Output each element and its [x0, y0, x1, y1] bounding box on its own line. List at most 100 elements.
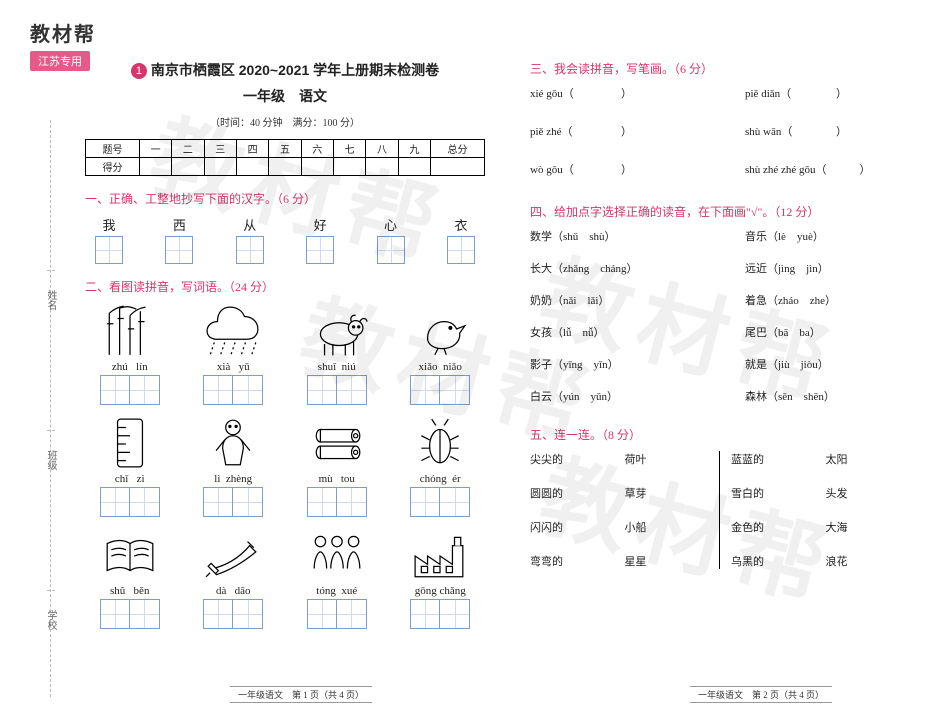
score-cell: [269, 158, 301, 176]
score-head-label: 题号: [86, 140, 140, 158]
q2-pinyin: dà dāo: [216, 585, 251, 597]
q5-title: 五、连一连。（8 分）: [530, 426, 920, 443]
q2-item: tóng xué: [292, 527, 382, 629]
score-col: 总分: [431, 140, 485, 158]
score-col: 六: [301, 140, 333, 158]
writing-grid-pair: [307, 487, 367, 517]
q3-item: piě diǎn（ ）: [745, 85, 920, 101]
q2-pinyin: chóng ér: [420, 473, 461, 485]
score-col: 七: [333, 140, 365, 158]
brand-title: 教材帮: [30, 18, 96, 47]
page-1: 1南京市栖霞区 2020~2021 学年上册期末检测卷 一年级 语文 （时间：4…: [85, 60, 485, 680]
q4-item: 女孩（lǚ nǚ）: [530, 324, 705, 340]
score-cell: [236, 158, 268, 176]
q1-title: 一、正确、工整地抄写下面的汉字。（6 分）: [85, 190, 485, 207]
q2-pinyin: shuǐ niú: [318, 361, 356, 373]
q5-divider: [719, 451, 731, 569]
q2-item: dà dāo: [189, 527, 279, 629]
q2-pinyin: zhú lín: [112, 361, 148, 373]
bamboo-icon: [95, 303, 165, 359]
q4-item: 数学（shǔ shù）: [530, 228, 705, 244]
writing-grid-pair: [410, 599, 470, 629]
writing-grid: [236, 236, 264, 264]
q4-item: 音乐（lè yuè）: [745, 228, 920, 244]
writing-grid: [95, 236, 123, 264]
score-cell: [204, 158, 236, 176]
writing-grid-pair: [100, 375, 160, 405]
score-cell: [301, 158, 333, 176]
q1-char-label: 心: [384, 215, 397, 234]
score-cell: [431, 158, 485, 176]
q3-item: shù zhé zhé gōu（ ）: [745, 161, 920, 177]
q5-word: 雪白的: [731, 485, 826, 501]
footer-page-1: 一年级语文 第 1 页（共 4 页）: [230, 686, 372, 703]
score-col: 四: [236, 140, 268, 158]
q1-char-label: 西: [173, 215, 186, 234]
binding-margin: 姓名班级学校: [50, 120, 80, 697]
writing-grid-pair: [100, 599, 160, 629]
q2-pinyin: shū běn: [110, 585, 149, 597]
writing-grid: [447, 236, 475, 264]
q2-pinyin: gōng chǎng: [415, 585, 466, 597]
bird-icon: [405, 303, 475, 359]
writing-grid: [377, 236, 405, 264]
logs-icon: [302, 415, 372, 471]
q1-char: 好: [306, 215, 334, 264]
brand-tag: 江苏专用: [30, 51, 90, 71]
ruler-icon: [95, 415, 165, 471]
score-col: 三: [204, 140, 236, 158]
q3-item: xié gōu（ ）: [530, 85, 705, 101]
footer-page-2: 一年级语文 第 2 页（共 4 页）: [690, 686, 832, 703]
q5-word: 尖尖的: [530, 451, 625, 467]
writing-grid-pair: [203, 375, 263, 405]
q5-word: 圆圆的: [530, 485, 625, 501]
score-col: 一: [139, 140, 171, 158]
q3-item: wò gōu（ ）: [530, 161, 705, 177]
q3-grid: xié gōu（ ）piě diǎn（ ）piě zhé（ ）shù wān（ …: [530, 85, 920, 177]
q3-title: 三、我会读拼音，写笔画。（6 分）: [530, 60, 920, 77]
q1-char: 心: [377, 215, 405, 264]
kids-icon: [302, 527, 372, 583]
score-col: 八: [366, 140, 398, 158]
q2-item: shuǐ niú: [292, 303, 382, 405]
q5-word: 草芽: [625, 485, 720, 501]
writing-grid-pair: [203, 599, 263, 629]
book-icon: [95, 527, 165, 583]
q1-hanzi-row: 我西从好心衣: [85, 215, 485, 264]
q2-item: mù tou: [292, 415, 382, 517]
score-table: 题号一二三四五六七八九总分 得分: [85, 139, 485, 176]
q4-item: 影子（yīng yǐn）: [530, 356, 705, 372]
q1-char: 我: [95, 215, 123, 264]
q5-word: 乌黑的: [731, 553, 826, 569]
q4-item: 着急（zháo zhe）: [745, 292, 920, 308]
q2-pinyin: chǐ zi: [115, 473, 145, 485]
q2-title: 二、看图读拼音，写词语。（24 分）: [85, 278, 485, 295]
score-cell: [366, 158, 398, 176]
q5-word: 头发: [826, 485, 921, 501]
q4-item: 长大（zhǎng cháng）: [530, 260, 705, 276]
exam-meta: （时间：40 分钟 满分：100 分）: [85, 114, 485, 129]
q3-item: shù wān（ ）: [745, 123, 920, 139]
q4-grid: 数学（shǔ shù）音乐（lè yuè）长大（zhǎng cháng）远近（j…: [530, 228, 920, 404]
side-label: 班级: [43, 450, 58, 470]
score-cell: [333, 158, 365, 176]
q2-item: gōng chǎng: [396, 527, 486, 629]
writing-grid-pair: [410, 487, 470, 517]
cow-icon: [302, 303, 372, 359]
score-cell: [398, 158, 430, 176]
q2-pinyin: xiǎo niǎo: [419, 361, 462, 373]
q2-item: xiǎo niǎo: [396, 303, 486, 405]
q5-word: 太阳: [826, 451, 921, 467]
q4-title: 四、给加点字选择正确的读音，在下面画"√"。（12 分）: [530, 203, 920, 220]
writing-grid-pair: [410, 375, 470, 405]
q1-char-label: 我: [102, 215, 115, 234]
q5-word: 闪闪的: [530, 519, 625, 535]
score-cell: [172, 158, 204, 176]
q4-item: 白云（yún yǔn）: [530, 388, 705, 404]
writing-grid-pair: [307, 375, 367, 405]
q5-word: 弯弯的: [530, 553, 625, 569]
exam-title-line1: 南京市栖霞区 2020~2021 学年上册期末检测卷: [151, 62, 439, 78]
score-row2-label: 得分: [86, 158, 140, 176]
q5-word: 星星: [625, 553, 720, 569]
q4-item: 就是（jiù jiòu）: [745, 356, 920, 372]
